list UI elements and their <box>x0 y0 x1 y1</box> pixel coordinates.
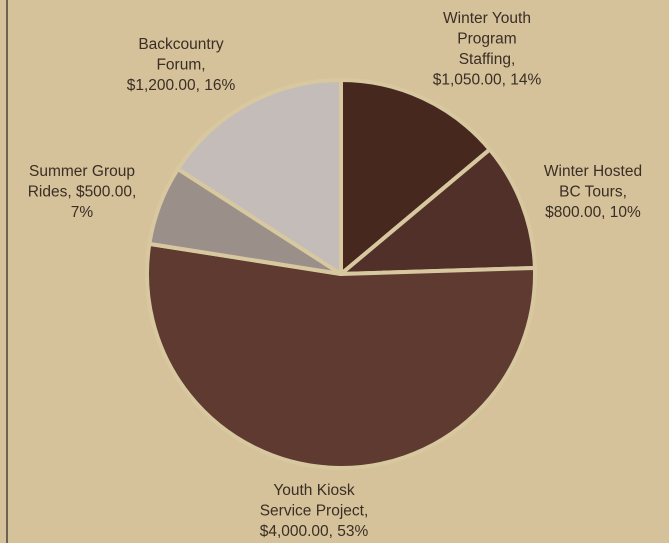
slice-label-1: Winter Youth Program Staffing, $1,050.00, 1… <box>433 10 542 89</box>
slice-label-line: Service Project, <box>260 503 369 520</box>
slice-label-line: Summer Group <box>29 163 135 180</box>
slice-label-line: Winter Hosted <box>544 163 642 180</box>
pie-slice-5 <box>175 78 343 276</box>
slice-label-line: $4,000.00, 53% <box>260 523 369 540</box>
slice-label-line: $1,050.00, 14% <box>433 72 542 89</box>
slice-label-line: Backcountry <box>138 36 224 53</box>
slice-label-line: Staffing, <box>459 51 516 68</box>
pie-slice-2 <box>339 147 537 276</box>
pie-slice-1 <box>339 78 492 276</box>
slice-label-line: Winter Youth <box>443 10 531 27</box>
slice-label-3: Youth Kiosk Service Project, $4,000.00, 53… <box>260 482 369 540</box>
slice-label-line: $1,200.00, 16% <box>127 77 236 94</box>
slice-label-line: Forum, <box>156 57 205 74</box>
slice-label-line: Youth Kiosk <box>273 482 355 499</box>
slice-label-line: 7% <box>71 204 94 221</box>
pie-slice-3 <box>145 241 537 470</box>
slice-label-line: BC Tours, <box>559 184 627 201</box>
slice-label-line: Rides, $500.00, <box>28 184 137 201</box>
slice-label-4: Summer Group Rides, $500.00, 7% <box>28 163 137 221</box>
slice-label-line: $800.00, 10% <box>545 204 641 221</box>
slice-label-5: Backcountry Forum, $1,200.00, 16% <box>127 36 236 94</box>
left-border-line <box>6 0 8 543</box>
slice-label-line: Program <box>457 31 516 48</box>
slice-label-2: Winter Hosted BC Tours, $800.00, 10% <box>544 163 642 221</box>
